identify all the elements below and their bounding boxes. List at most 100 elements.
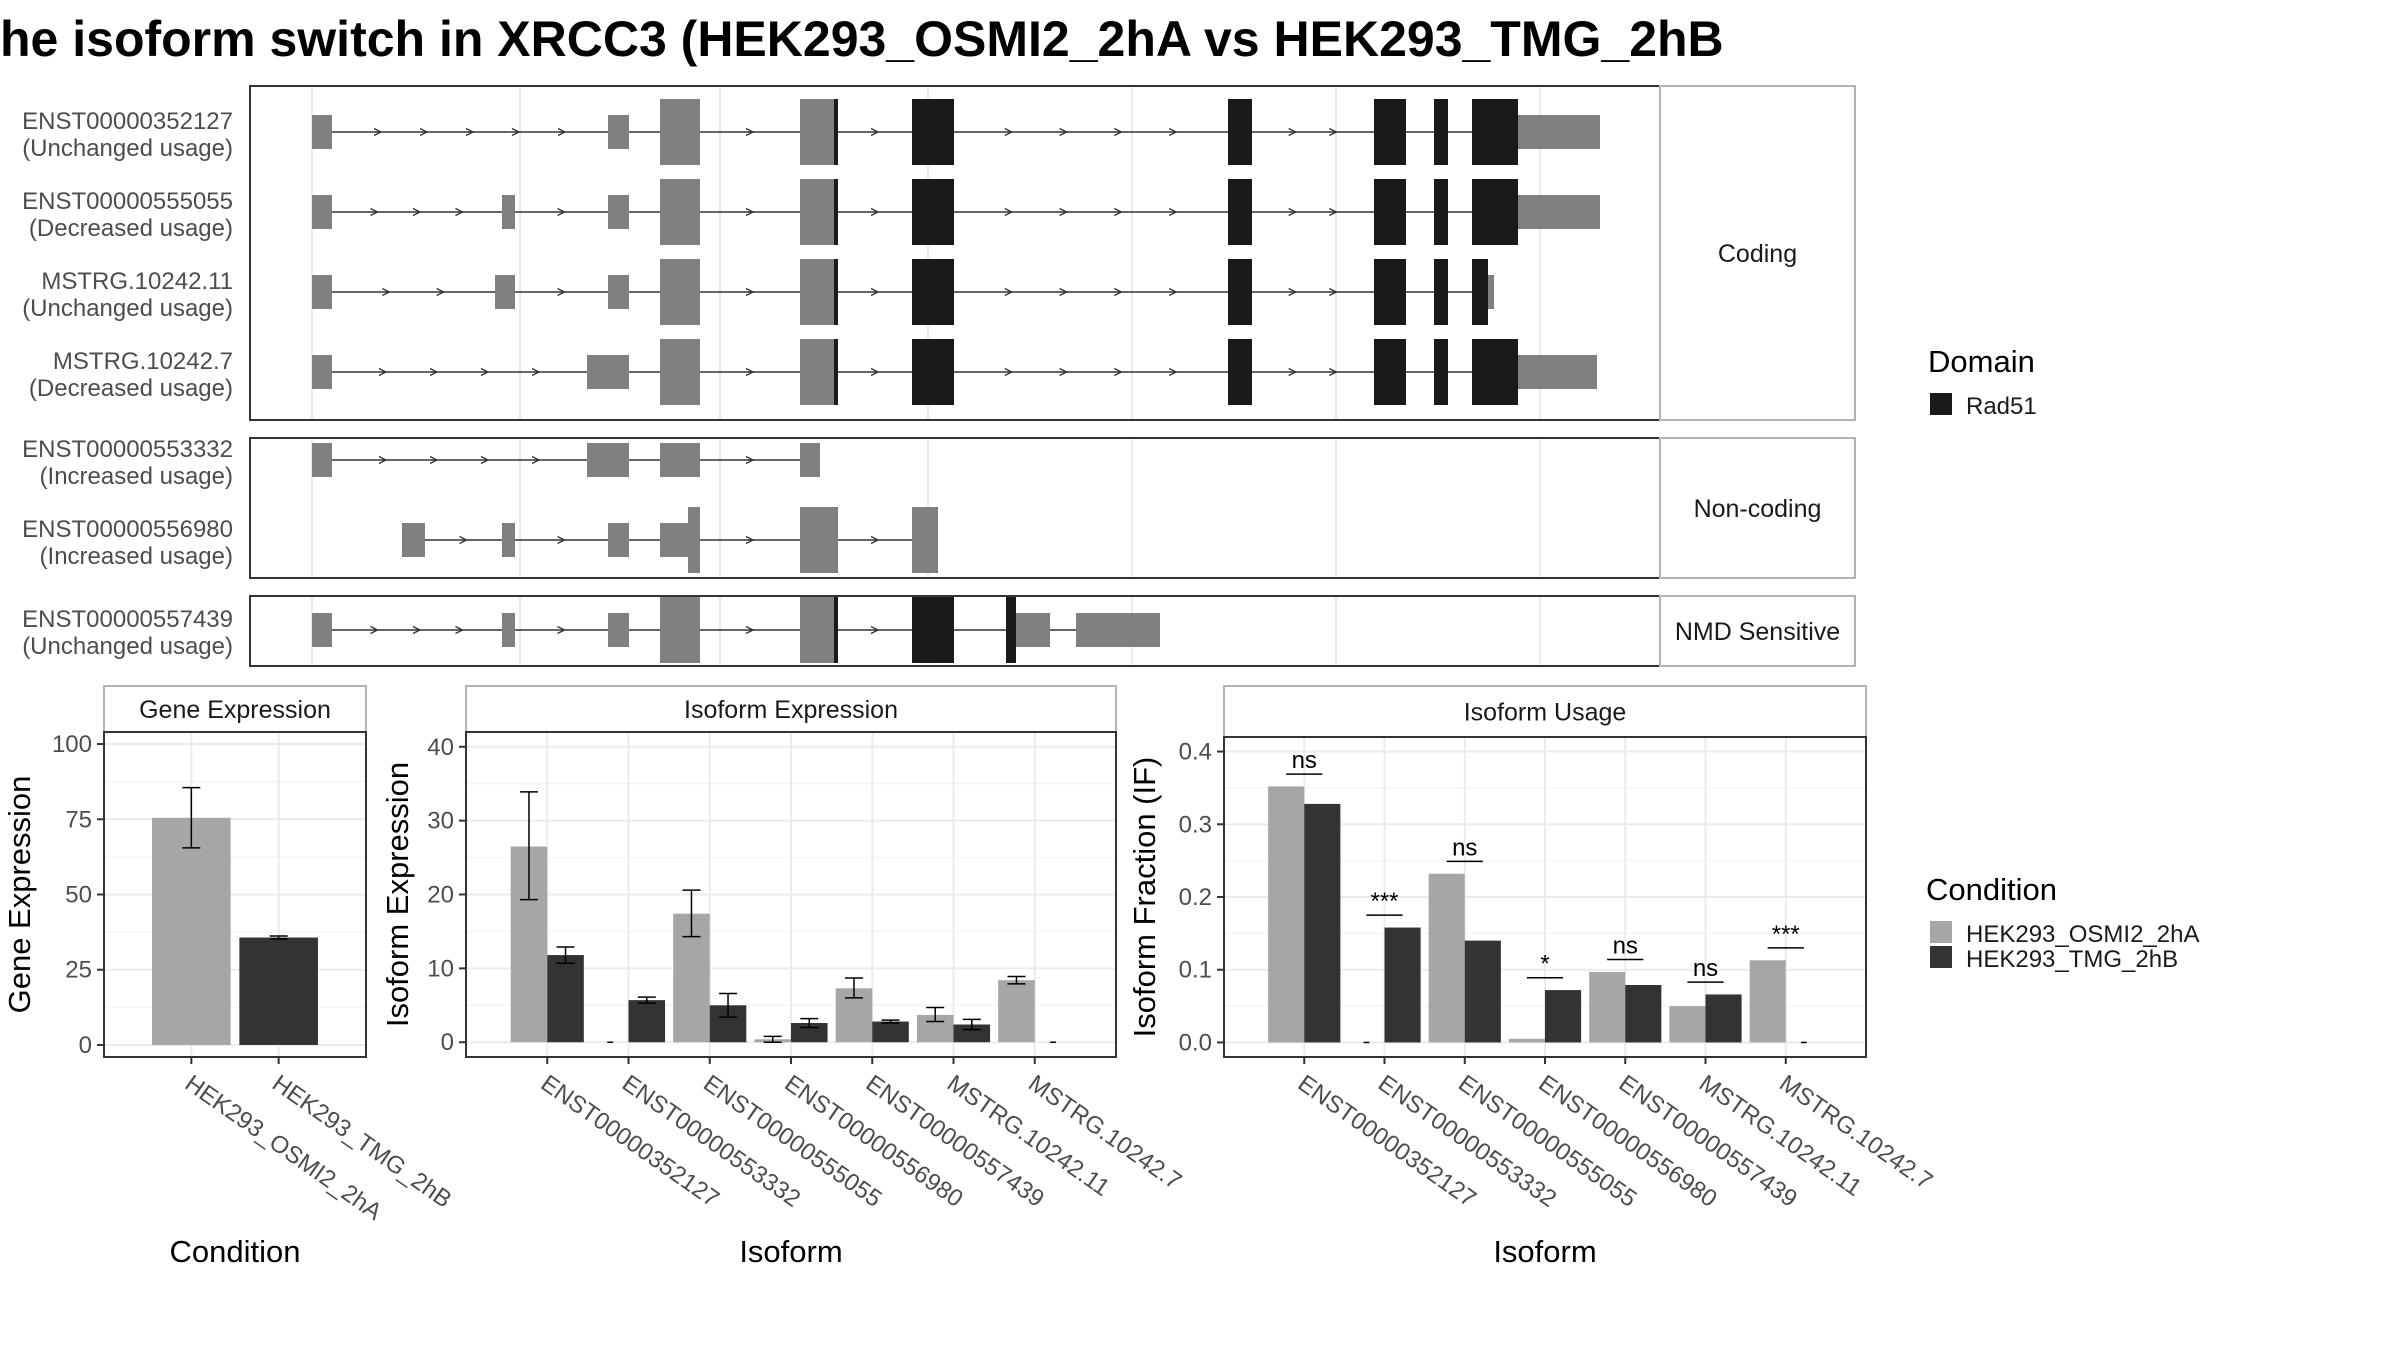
exon-block [688, 99, 700, 165]
rad51-domain-exon [1374, 179, 1406, 245]
exon-block [800, 99, 834, 165]
bar [1508, 1038, 1545, 1043]
isoform-expression-chart: Isoform Expression010203040ENST000003521… [380, 685, 1186, 1269]
transcript-usage-label: (Unchanged usage) [22, 135, 233, 162]
transcript-id-label: ENST00000556980 [22, 516, 233, 543]
intron-direction-arrow [1168, 287, 1178, 297]
domain-legend: Domain Rad51 [1928, 344, 2037, 420]
significance-label: *** [1772, 921, 1800, 948]
intron-direction-arrow [1329, 207, 1338, 217]
domain-legend-label-rad51: Rad51 [1966, 393, 2037, 420]
intron-direction-arrow [511, 127, 521, 137]
intron-direction-arrow [1114, 207, 1123, 217]
exon-block [587, 443, 629, 477]
exon-block [502, 195, 515, 229]
transcript-usage-label: (Increased usage) [40, 463, 233, 490]
exon-block [608, 613, 629, 647]
intron-direction-arrow [429, 455, 439, 465]
transcript-usage-label: (Decreased usage) [29, 215, 233, 242]
y-tick-label: 50 [65, 882, 92, 909]
intron-direction-arrow [745, 207, 755, 217]
y-tick-label: 0.3 [1179, 811, 1212, 838]
exon-block [800, 179, 834, 245]
intron-direction-arrow [419, 127, 429, 137]
rad51-domain-exon [1434, 99, 1448, 165]
rad51-domain-exon [1374, 259, 1406, 325]
rad51-domain-exon [1472, 259, 1488, 325]
intron-direction-arrow [370, 625, 379, 635]
exon-block [800, 339, 834, 405]
panel-title: Isoform Usage [1464, 699, 1627, 727]
panel-title: Gene Expression [139, 696, 331, 724]
transcript-id-label: MSTRG.10242.11 [41, 268, 233, 295]
rad51-domain-exon [834, 259, 838, 325]
rad51-domain-exon [1228, 179, 1252, 245]
intron-direction-arrow [870, 207, 880, 217]
transcript-panel-label-1: Non-coding [1694, 495, 1822, 523]
y-tick-label: 0.1 [1179, 957, 1212, 984]
intron-direction-arrow [557, 535, 566, 545]
y-tick-label: 25 [65, 957, 92, 984]
transcript-panel-strip-2 [1659, 595, 1856, 667]
x-axis-title: Condition [170, 1234, 301, 1269]
significance-label: ns [1613, 933, 1638, 960]
y-axis-title: Isoform Expression [380, 762, 415, 1027]
rad51-domain-exon [912, 597, 954, 663]
intron-direction-arrow [1329, 367, 1338, 377]
y-tick-label: 0.2 [1179, 884, 1212, 911]
rad51-domain-exon [912, 179, 954, 245]
transcript-panel-2 [249, 595, 1661, 667]
exon-block [1518, 195, 1600, 229]
exon-block [660, 339, 688, 405]
transcript-id-label: ENST00000352127 [22, 108, 233, 135]
rad51-domain-exon [1006, 597, 1016, 663]
bar [1428, 873, 1465, 1043]
bar [1669, 1006, 1706, 1043]
bar [953, 1024, 991, 1043]
intron-direction-arrow [870, 287, 880, 297]
exon-block [688, 179, 700, 245]
rad51-domain-exon [1374, 99, 1406, 165]
exon-block [688, 339, 700, 405]
intron-direction-arrow [1114, 367, 1123, 377]
exon-block [1518, 355, 1597, 389]
intron-direction-arrow [436, 287, 446, 297]
intron-direction-arrow [465, 127, 475, 137]
figure-title: he isoform switch in XRCC3 (HEK293_OSMI2… [0, 11, 1724, 67]
intron-direction-arrow [557, 207, 566, 217]
transcript-panel-label-0: Coding [1718, 240, 1797, 268]
x-axis-title: Isoform [1493, 1234, 1596, 1269]
bar [1749, 960, 1786, 1043]
intron-direction-arrow [459, 535, 468, 545]
y-tick-label: 30 [427, 808, 454, 835]
intron-direction-arrow [1329, 287, 1338, 297]
intron-direction-arrow [382, 287, 391, 297]
transcript-usage-label: (Increased usage) [40, 543, 233, 570]
bar [1589, 971, 1626, 1043]
rad51-domain-exon [912, 339, 954, 405]
rad51-domain-exon [912, 259, 954, 325]
bar [1268, 786, 1305, 1043]
intron-direction-arrow [870, 367, 880, 377]
intron-direction-arrow [455, 207, 464, 217]
intron-direction-arrow [1168, 367, 1178, 377]
intron-direction-arrow [455, 625, 464, 635]
bar [791, 1023, 828, 1043]
rad51-domain-exon [834, 179, 838, 245]
bar [628, 1000, 666, 1043]
y-tick-label: 20 [427, 882, 454, 909]
bar [1384, 927, 1421, 1043]
intron-direction-arrow [1288, 127, 1298, 137]
bar [1304, 803, 1341, 1043]
intron-direction-arrow [745, 367, 755, 377]
transcript-usage-label: (Unchanged usage) [22, 633, 233, 660]
intron-direction-arrow [1288, 287, 1298, 297]
bar [1464, 940, 1501, 1043]
rad51-domain-exon [912, 99, 954, 165]
transcript-panel-label-2: NMD Sensitive [1675, 618, 1840, 646]
y-tick-label: 10 [427, 955, 454, 982]
exon-block [312, 275, 332, 309]
intron-direction-arrow [745, 127, 755, 137]
intron-direction-arrow [378, 367, 388, 377]
